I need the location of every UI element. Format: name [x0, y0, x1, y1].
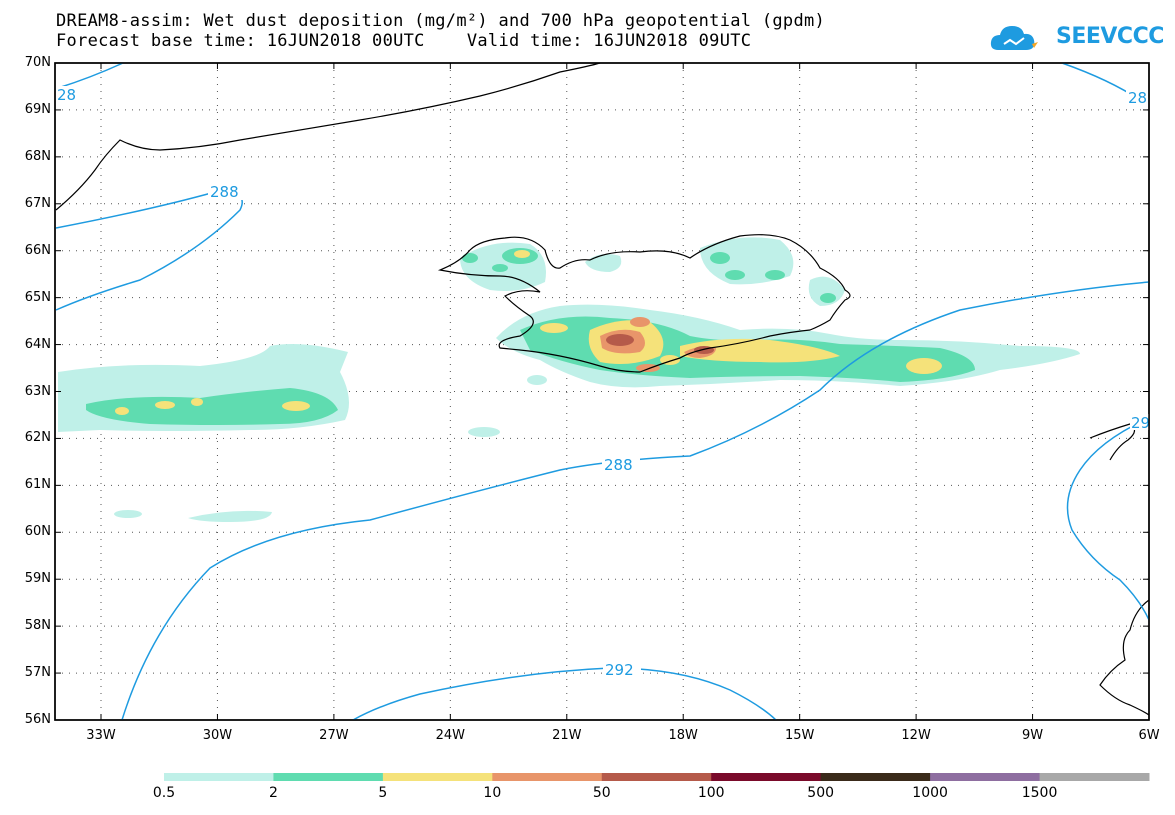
contour-label: 28 — [1128, 89, 1147, 107]
colorbar-swatch — [273, 773, 384, 781]
map-subtitle: Forecast base time: 16JUN2018 00UTC Vali… — [56, 31, 752, 51]
colorbar — [164, 773, 1150, 781]
latitude-label: 68N — [24, 148, 51, 164]
longitude-label: 15W — [784, 728, 815, 743]
colorbar-swatch — [1039, 773, 1150, 781]
colorbar-label: 500 — [807, 785, 835, 801]
latitude-label: 62N — [24, 430, 51, 446]
latitude-label: 66N — [24, 242, 51, 258]
latitude-label: 64N — [24, 336, 51, 352]
longitude-label: 21W — [552, 728, 582, 743]
colorbar-label: 1000 — [912, 785, 948, 801]
longitude-label: 18W — [668, 728, 698, 743]
colorbar-swatch — [382, 773, 493, 781]
contour-label: 28 — [57, 86, 76, 104]
colorbar-swatch — [601, 773, 712, 781]
contour-labels: 28 288 288 292 28 29 — [56, 86, 1150, 679]
dust-deposition-field — [58, 237, 1080, 522]
contour-label: 292 — [605, 661, 634, 679]
colorbar-label: 100 — [697, 785, 725, 801]
colorbar-label: 2 — [268, 785, 278, 801]
latitude-label: 57N — [24, 665, 51, 681]
latitude-label: 58N — [24, 618, 51, 634]
latitude-label: 56N — [24, 712, 51, 727]
colorbar-swatch — [164, 773, 274, 781]
contour-label: 288 — [210, 183, 239, 201]
latitude-label: 61N — [24, 477, 51, 493]
colorbar-label: 5 — [378, 785, 388, 801]
latitude-label: 60N — [24, 524, 51, 540]
colorbar-swatch — [930, 773, 1041, 781]
latitude-label: 70N — [24, 55, 51, 70]
colorbar-swatch — [711, 773, 822, 781]
axis-ticks — [55, 62, 1150, 721]
longitude-label: 24W — [435, 728, 466, 743]
contour-label: 288 — [604, 456, 633, 474]
map-title: DREAM8-assim: Wet dust deposition (mg/m²… — [56, 11, 826, 31]
colorbar-label: 1500 — [1021, 785, 1058, 801]
colorbar-swatch — [820, 773, 931, 781]
colorbar-label: 50 — [592, 785, 611, 801]
latitude-label: 65N — [24, 289, 51, 305]
latitude-label: 63N — [24, 383, 51, 399]
longitude-label: 27W — [319, 728, 349, 743]
longitude-label: 33W — [86, 728, 116, 743]
colorbar-swatch — [492, 773, 603, 781]
longitude-label: 12W — [901, 728, 931, 743]
latitude-label: 67N — [24, 195, 51, 211]
colorbar-label: 0.5 — [152, 785, 176, 801]
longitude-label: 30W — [202, 728, 233, 743]
latitude-label: 69N — [24, 101, 51, 117]
cloud-icon — [990, 26, 1038, 50]
seevccc-logo: SEEVCCC — [1056, 24, 1164, 49]
coastlines — [55, 62, 1150, 716]
colorbar-label: 10 — [483, 785, 502, 801]
longitude-label: 9W — [1021, 728, 1044, 743]
contour-label: 29 — [1131, 414, 1150, 432]
latitude-label: 59N — [24, 571, 51, 587]
longitude-label: 6W — [1138, 728, 1160, 743]
